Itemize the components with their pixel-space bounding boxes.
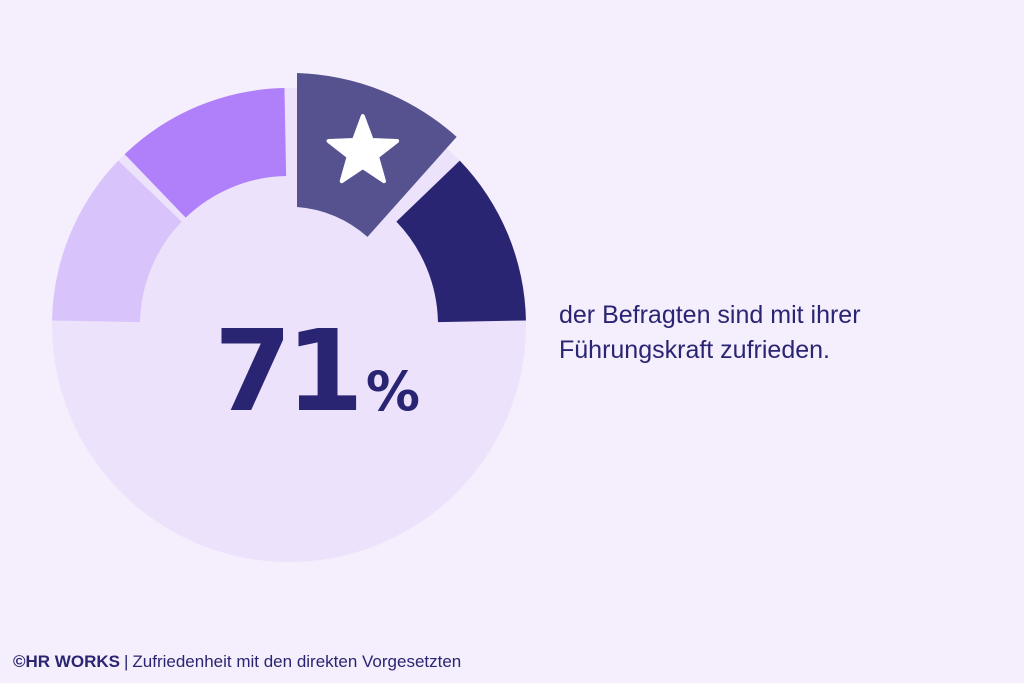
gauge-segment-1 xyxy=(52,160,182,323)
gauge-base-circle xyxy=(52,88,526,562)
star-icon xyxy=(326,114,400,184)
headline-value: 71 xyxy=(214,307,364,437)
headline-unit: % xyxy=(365,360,420,423)
footer: ©HR WORKS | Zufriedenheit mit den direkten… xyxy=(13,652,461,672)
gauge-segment-4 xyxy=(396,160,526,323)
caption: der Befragten sind mit ihrer Führungskra… xyxy=(559,298,861,368)
brand-logo: ©HR WORKS xyxy=(13,652,120,671)
gauge-segment-2 xyxy=(124,88,287,218)
footer-subtitle: Zufriedenheit mit den direkten Vorgesetz… xyxy=(132,652,462,671)
headline-percentage: 71% xyxy=(214,312,420,432)
footer-separator: | xyxy=(123,652,129,671)
caption-line-1: der Befragten sind mit ihrer xyxy=(559,301,861,329)
caption-line-2: Führungskraft zufrieden. xyxy=(559,336,830,364)
